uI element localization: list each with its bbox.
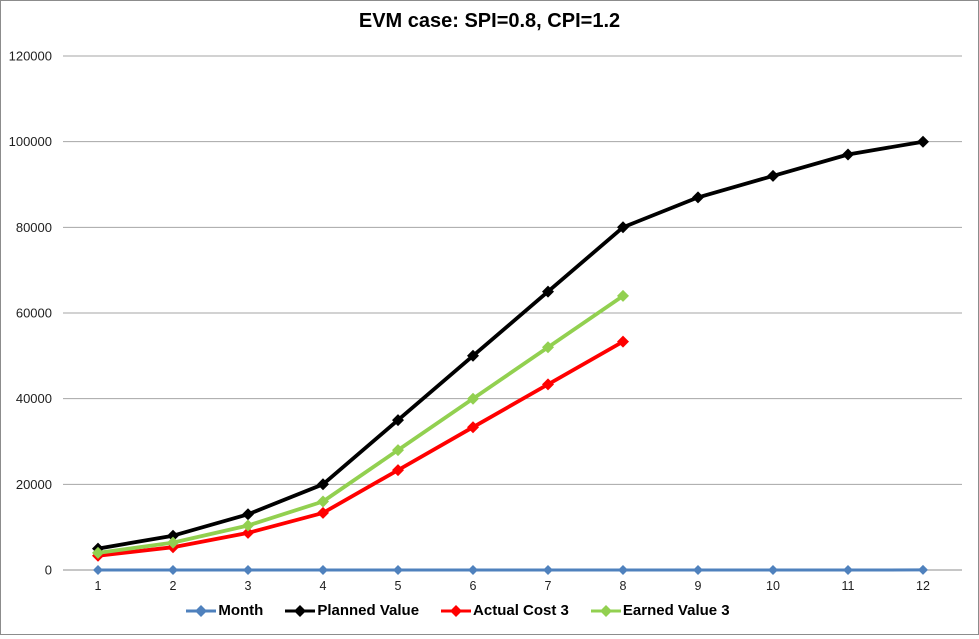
series-marker-month [468,565,478,575]
x-axis-tick-label: 7 [545,579,552,593]
series-marker-earned-value-3 [92,546,104,559]
x-axis-tick-label: 5 [395,579,402,593]
series-marker-earned-value-3 [242,519,254,532]
legend-marker-earned-value-3 [590,604,621,617]
series-marker-planned-value [917,135,929,148]
series-marker-planned-value [392,414,404,427]
series-marker-earned-value-3 [467,392,479,405]
series-marker-earned-value-3 [617,289,629,302]
legend-label-month: Month [218,602,264,619]
series-marker-month [918,564,928,575]
x-axis-tick-label: 3 [245,579,252,593]
series-marker-planned-value [767,169,779,182]
series-marker-planned-value [242,508,254,521]
series-marker-actual-cost-3 [242,526,254,539]
series-marker-month [93,565,103,575]
legend-item-earned-value-3: Earned Value 3 [590,602,730,619]
series-marker-actual-cost-3 [617,335,629,348]
series-marker-earned-value-3 [167,536,179,549]
legend-label-planned-value: Planned Value [317,602,420,619]
y-axis-tick-label: 40000 [16,391,52,406]
x-axis-tick-label: 8 [620,579,627,593]
y-axis-tick-label: 0 [45,563,52,578]
legend: Month Planned Value Actual Cost 3 Earned Va… [0,602,916,619]
series-marker-planned-value [842,148,854,161]
series-marker-month [393,565,403,575]
series-line-planned-value [97,139,924,551]
series-line-actual-cost-3 [97,339,624,558]
legend-item-actual-cost-3: Actual Cost 3 [441,602,569,619]
legend-marker-planned-value [285,604,316,617]
y-axis-tick-label: 20000 [16,477,52,492]
x-axis-tick-label: 4 [320,579,327,593]
series-marker-actual-cost-3 [392,464,404,477]
series-marker-planned-value [167,529,179,542]
legend-item-planned-value: Planned Value [285,602,419,619]
legend-marker-actual-cost-3 [441,604,472,617]
series-marker-planned-value [467,349,479,362]
legend-marker-month [186,604,217,617]
y-axis-tick-label: 80000 [16,220,52,235]
series-marker-earned-value-3 [392,444,404,457]
series-marker-month [168,565,178,575]
y-axis-tick-label: 120000 [9,49,52,64]
chart-title: EVM case: SPI=0.8, CPI=1.2 [358,10,621,32]
legend-label-earned-value-3: Earned Value 3 [622,602,730,619]
x-axis-tick-label: 1 [95,579,102,593]
series-marker-actual-cost-3 [542,378,554,391]
x-axis-tick-label: 6 [470,579,477,593]
series-marker-month [693,565,703,575]
x-axis-tick-label: 9 [695,579,702,593]
series-marker-actual-cost-3 [467,421,479,434]
series-marker-earned-value-3 [317,495,329,508]
y-axis-tick-label: 60000 [16,306,52,321]
series-marker-month [768,565,778,575]
x-axis-tick-label: 2 [170,579,177,593]
x-axis-tick-label: 12 [916,579,930,593]
series-marker-month [543,565,553,575]
y-axis-tick-label: 100000 [9,134,52,149]
series-marker-month [618,565,628,575]
legend-item-month: Month [186,602,263,619]
series-marker-planned-value [617,221,629,234]
x-axis-tick-label: 11 [842,579,855,593]
series-marker-planned-value [317,478,329,491]
x-axis-tick-label: 10 [766,579,780,593]
series-marker-planned-value [692,191,704,204]
series-marker-actual-cost-3 [317,506,329,519]
series-marker-month [843,565,853,575]
series-marker-month [318,565,328,575]
series-marker-earned-value-3 [542,341,554,354]
series-marker-month [243,565,253,575]
legend-label-actual-cost-3: Actual Cost 3 [473,602,569,619]
series-line-earned-value-3 [97,294,625,555]
series-marker-planned-value [542,285,554,298]
